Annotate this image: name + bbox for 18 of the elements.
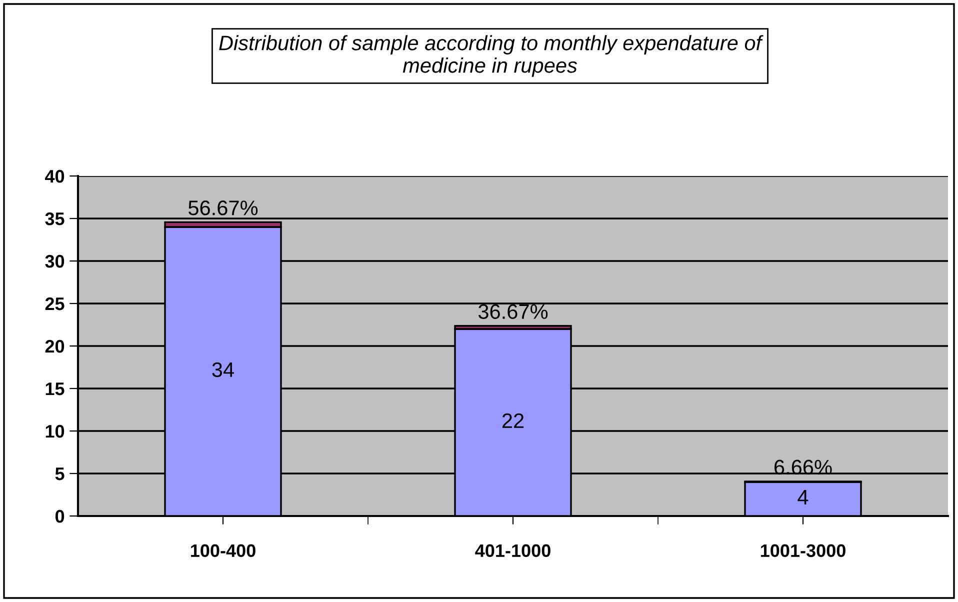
y-tick-label: 25 <box>45 297 64 310</box>
y-tick-label: 10 <box>46 424 64 438</box>
data-label: 34 <box>212 362 234 378</box>
y-tick-label: 15 <box>46 382 64 396</box>
x-tick-label: 401-1000 <box>475 544 550 558</box>
chart-title: Distribution of sample according to monthly expendature of medicine in rupees <box>219 35 764 77</box>
y-tick-label: 0 <box>55 510 64 523</box>
data-label: 22 <box>502 413 524 428</box>
y-tick-label: 20 <box>45 340 64 353</box>
x-tick-label: 1001-3000 <box>760 544 846 558</box>
y-tick-label: 35 <box>45 212 64 226</box>
data-label: 36.67% <box>478 304 548 319</box>
y-tick-label: 40 <box>45 170 64 183</box>
y-tick-label: 30 <box>45 254 64 268</box>
y-tick-label: 5 <box>55 468 64 480</box>
data-label: 56.67% <box>188 200 258 216</box>
x-tick-label: 100-400 <box>191 544 256 558</box>
data-label: 4 <box>798 490 808 504</box>
